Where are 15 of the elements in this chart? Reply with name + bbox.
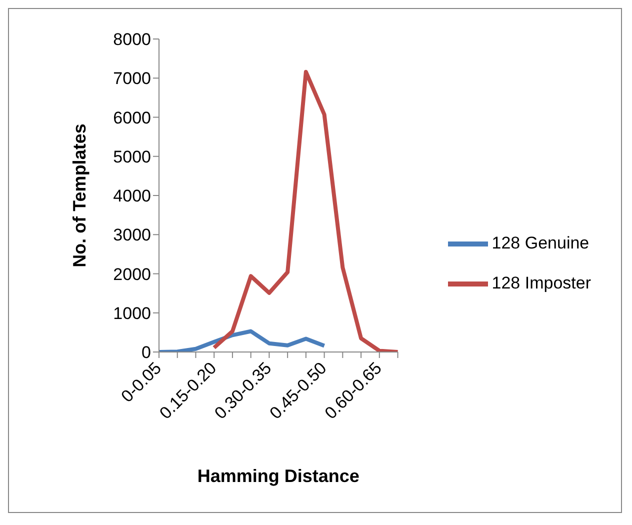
legend-label: 128 Genuine xyxy=(492,233,590,252)
legend-label: 128 Imposter xyxy=(492,273,591,292)
line-series xyxy=(157,329,326,352)
x-axis-title: Hamming Distance xyxy=(197,466,360,486)
y-axis-title: No. of Templates xyxy=(69,124,90,268)
y-tick-label: 0 xyxy=(142,343,151,362)
y-tick-label: 4000 xyxy=(113,186,151,206)
y-tick-label: 2000 xyxy=(113,264,151,284)
y-tick-label: 8000 xyxy=(113,30,151,50)
line-series xyxy=(212,70,400,352)
y-tick-label: 5000 xyxy=(113,147,151,166)
y-tick-label: 1000 xyxy=(113,304,151,323)
y-tick-label: 6000 xyxy=(113,108,151,128)
y-tick-label: 7000 xyxy=(113,69,151,88)
y-tick-label: 3000 xyxy=(113,226,151,245)
